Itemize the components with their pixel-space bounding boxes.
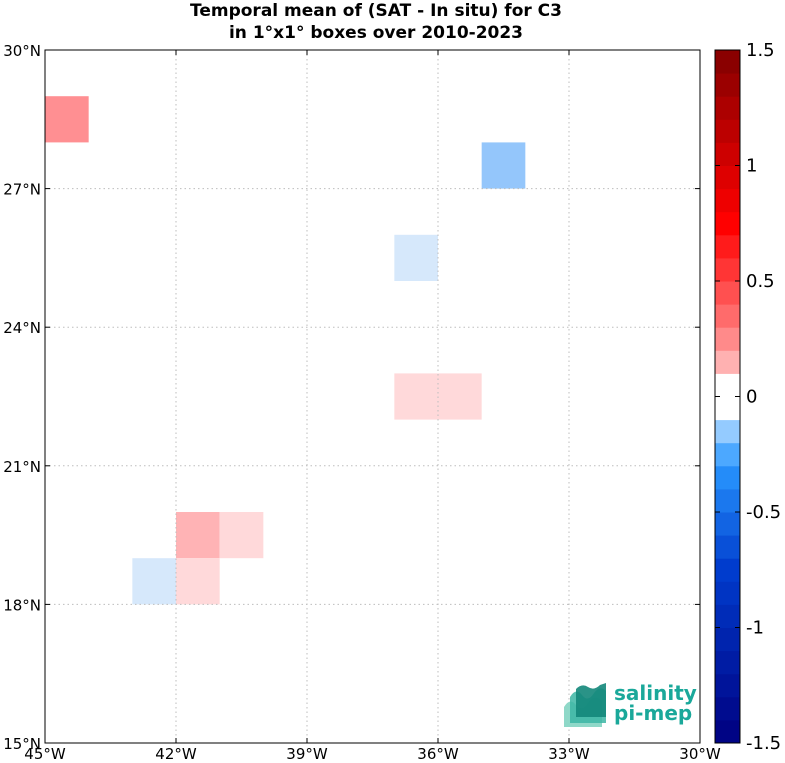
colorbar-bin-12	[715, 442, 740, 467]
y-tick-label-2: 21°N	[3, 458, 41, 476]
heatmap-cell-6	[219, 512, 264, 559]
colorbar-bin-5	[715, 604, 740, 628]
heatmap-cell-4	[438, 373, 482, 420]
colorbar-tick-label-0: 1.5	[746, 40, 775, 61]
colorbar-bin-16	[715, 350, 740, 374]
heatmap-cell-2	[394, 234, 438, 281]
logo-text-line-2: pi-mep	[614, 701, 693, 725]
y-tick-label-1: 18°N	[3, 596, 41, 614]
colorbar-bin-28	[715, 73, 740, 97]
colorbar-bin-27	[715, 96, 740, 120]
heatmap-cell-5	[176, 512, 220, 559]
colorbar-tick-label-1: 1	[746, 156, 757, 177]
salinity-pi-mep-logo: salinity pi-mep	[562, 683, 702, 733]
colorbar-bin-17	[715, 327, 740, 351]
heatmap-cell-7	[132, 558, 176, 605]
colorbar-bin-14	[715, 396, 740, 421]
chart-title-line-2: in 1°x1° boxes over 2010-2023	[228, 23, 524, 43]
colorbar-bin-6	[715, 581, 740, 605]
colorbar-bin-15	[715, 373, 740, 397]
wave-logo-icon	[564, 683, 606, 727]
colorbar-bin-7	[715, 558, 740, 582]
y-tick-label-3: 24°N	[3, 319, 41, 337]
colorbar-bin-8	[715, 535, 740, 559]
logo-text-line-1: salinity	[614, 681, 697, 705]
colorbar-bin-23	[715, 188, 740, 213]
colorbar-bin-3	[715, 650, 740, 675]
x-tick-label-3: 36°W	[417, 745, 459, 763]
y-tick-label-4: 27°N	[3, 181, 41, 199]
y-tick-label-5: 30°N	[3, 42, 41, 60]
colorbar-tick-label-6: -1.5	[746, 733, 781, 754]
plot-frame	[44, 49, 701, 744]
colorbar-bin-25	[715, 142, 740, 166]
colorbar-bin-1	[715, 696, 740, 721]
heatmap-cell-1	[481, 142, 526, 189]
colorbar-bin-11	[715, 465, 740, 490]
colorbar-bin-2	[715, 673, 740, 698]
colorbar-bin-26	[715, 119, 740, 143]
x-tick-label-2: 39°W	[286, 745, 328, 763]
colorbar-bin-9	[715, 512, 740, 536]
x-tick-label-4: 33°W	[548, 745, 590, 763]
colorbar-bin-0	[715, 719, 740, 744]
colorbar-bin-10	[715, 488, 740, 513]
x-tick-label-0: 45°W	[24, 745, 66, 763]
x-tick-label-1: 42°W	[155, 745, 197, 763]
colorbar-tick-label-2: 0.5	[746, 271, 775, 292]
colorbar-bin-29	[715, 50, 740, 74]
heatmap-cell-3	[394, 373, 438, 420]
y-tick-label-0: 15°N	[3, 735, 41, 753]
x-tick-label-5: 30°W	[679, 745, 721, 763]
colorbar-bin-21	[715, 234, 740, 259]
chart-title-line-1: Temporal mean of (SAT - In situ) for C3	[190, 1, 562, 21]
plot-area	[45, 50, 700, 743]
colorbar-bin-19	[715, 281, 740, 305]
colorbar-bin-4	[715, 627, 740, 652]
colorbar-bin-20	[715, 257, 740, 282]
logo-text: salinity pi-mep	[614, 683, 697, 723]
colorbar-bin-22	[715, 211, 740, 236]
colorbar-bin-18	[715, 304, 740, 328]
colorbar-tick-label-3: 0	[746, 387, 757, 408]
heatmap-cell-0	[45, 96, 89, 143]
colorbar-bin-13	[715, 419, 740, 444]
colorbar-bin-24	[715, 165, 740, 190]
colorbar-tick-label-5: -1	[746, 618, 764, 639]
colorbar-tick-label-4: -0.5	[746, 502, 781, 523]
heatmap-cell-8	[176, 558, 220, 605]
